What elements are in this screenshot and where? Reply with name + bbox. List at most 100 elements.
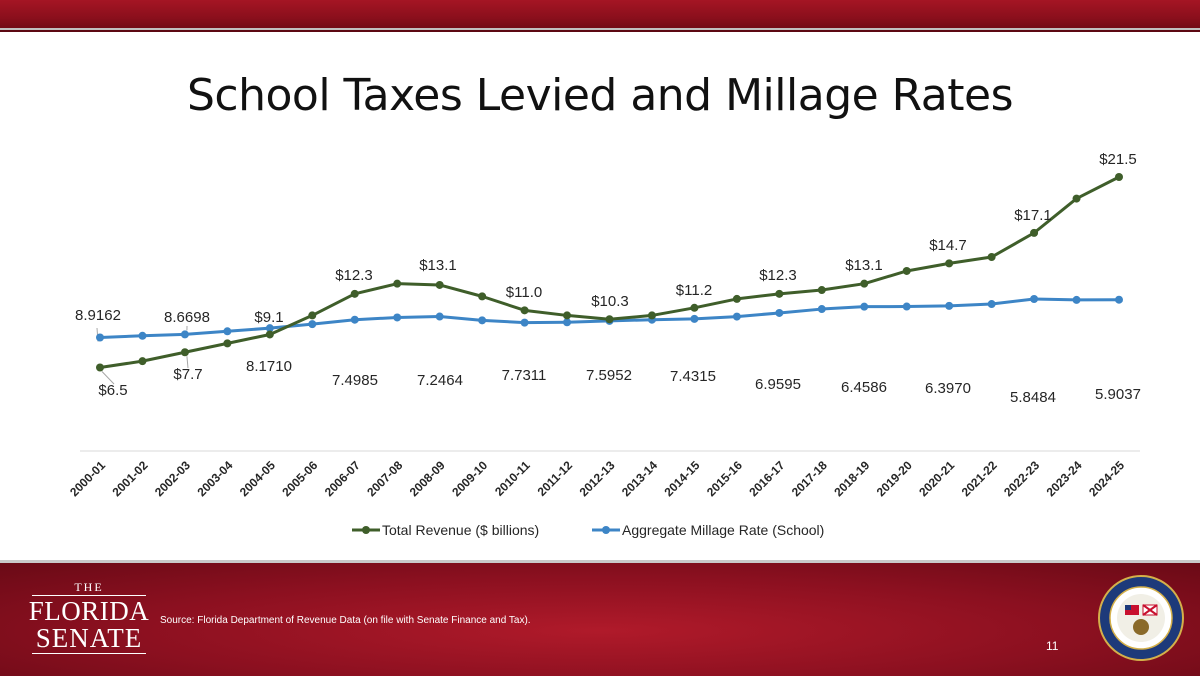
revenue-data-label: $12.3 [759, 267, 797, 284]
millage-data-label: 7.5952 [586, 367, 632, 384]
millage-series-point [1115, 296, 1123, 304]
revenue-series-point [860, 280, 868, 288]
x-tick-label: 2012-13 [577, 458, 618, 499]
revenue-series-point [1030, 229, 1038, 237]
millage-data-label: 7.4985 [332, 372, 378, 389]
line-chart: $6.5$7.7$9.1$12.3$13.1$11.0$10.3$11.2$12… [0, 0, 1200, 560]
revenue-data-label: $9.1 [254, 309, 283, 326]
revenue-series-point [478, 292, 486, 300]
legend-millage-marker [602, 526, 610, 534]
revenue-series-point [775, 290, 783, 298]
x-tick-label: 2001-02 [110, 458, 151, 499]
millage-data-label: 6.4586 [841, 379, 887, 396]
millage-series-point [860, 303, 868, 311]
x-tick-label: 2003-04 [194, 458, 235, 499]
revenue-series-point [606, 315, 614, 323]
millage-series-point [818, 305, 826, 313]
millage-data-label: 5.9037 [1095, 386, 1141, 403]
millage-data-label: 6.3970 [925, 380, 971, 397]
millage-series-point [478, 316, 486, 324]
revenue-series-line [100, 177, 1119, 368]
legend-revenue-label: Total Revenue ($ billions) [382, 522, 539, 538]
millage-series-point [351, 316, 359, 324]
x-tick-label: 2024-25 [1086, 458, 1127, 499]
revenue-series-point [223, 339, 231, 347]
millage-data-label: 7.4315 [670, 368, 716, 385]
logo-florida: FLORIDA [28, 598, 150, 625]
x-tick-label: 2004-05 [237, 458, 278, 499]
x-tick-label: 2020-21 [916, 458, 957, 499]
senate-seal-icon [1098, 575, 1184, 661]
revenue-series-point [181, 348, 189, 356]
revenue-series-point [351, 290, 359, 298]
logo-the: THE [28, 581, 150, 593]
millage-series-point [563, 318, 571, 326]
x-tick-label: 2016-17 [746, 458, 787, 499]
revenue-data-label: $17.1 [1014, 207, 1052, 224]
logo-rule-bottom [32, 653, 146, 654]
x-tick-label: 2018-19 [831, 458, 872, 499]
millage-data-label: 7.2464 [417, 372, 463, 389]
revenue-series-point [1115, 173, 1123, 181]
legend-millage-label: Aggregate Millage Rate (School) [622, 522, 824, 538]
x-tick-label: 2007-08 [364, 458, 405, 499]
revenue-data-label: $13.1 [419, 257, 457, 274]
legend-revenue-marker [362, 526, 370, 534]
revenue-series-point [690, 304, 698, 312]
millage-data-label: 7.7311 [502, 367, 547, 384]
millage-series-point [690, 315, 698, 323]
page-number: 11 [1046, 639, 1058, 653]
florida-senate-logo: THE FLORIDA SENATE [28, 581, 150, 659]
footer-banner: THE FLORIDA SENATE Source: Florida Depar… [0, 560, 1200, 676]
x-tick-label: 2002-03 [152, 458, 193, 499]
millage-series-point [436, 313, 444, 321]
millage-data-label: 8.1710 [246, 358, 292, 375]
millage-series-point [138, 332, 146, 340]
x-tick-label: 2017-18 [789, 458, 830, 499]
revenue-series-point [138, 357, 146, 365]
millage-series-point [181, 330, 189, 338]
x-tick-label: 2015-16 [704, 458, 745, 499]
x-tick-label: 2008-09 [407, 458, 448, 499]
millage-series-point [521, 319, 529, 327]
millage-data-label: 6.9595 [755, 376, 801, 393]
revenue-series-point [648, 311, 656, 319]
revenue-data-label: $6.5 [98, 382, 127, 399]
x-tick-label: 2023-24 [1044, 458, 1085, 499]
revenue-data-label: $14.7 [929, 237, 967, 254]
revenue-data-label: $7.7 [173, 366, 202, 383]
revenue-series-point [903, 267, 911, 275]
millage-series-point [308, 320, 316, 328]
millage-data-label: 5.8484 [1010, 389, 1056, 406]
revenue-data-label: $10.3 [591, 293, 629, 310]
millage-series-point [903, 303, 911, 311]
millage-series-point [775, 309, 783, 317]
logo-senate: SENATE [28, 625, 150, 651]
millage-series-point [988, 300, 996, 308]
revenue-series-point [563, 311, 571, 319]
millage-data-label: 8.9162 [75, 307, 121, 324]
x-tick-label: 2000-01 [67, 458, 108, 499]
revenue-data-label: $21.5 [1099, 151, 1137, 168]
x-tick-label: 2021-22 [959, 458, 1000, 499]
source-note: Source: Florida Department of Revenue Da… [160, 615, 531, 626]
revenue-series-point [988, 253, 996, 261]
x-tick-label: 2009-10 [449, 458, 490, 499]
x-tick-label: 2010-11 [492, 458, 533, 499]
revenue-data-label: $11.2 [676, 282, 712, 299]
x-tick-label: 2019-20 [874, 458, 915, 499]
revenue-series-point [393, 280, 401, 288]
x-tick-label: 2011-12 [535, 458, 576, 499]
millage-series-point [733, 313, 741, 321]
millage-series-point [1073, 296, 1081, 304]
x-tick-label: 2014-15 [661, 458, 702, 499]
millage-series-point [1030, 295, 1038, 303]
revenue-data-label: $12.3 [335, 267, 373, 284]
revenue-series-point [733, 295, 741, 303]
millage-data-label: 8.6698 [164, 309, 210, 326]
millage-series-point [945, 302, 953, 310]
revenue-series-point [1073, 195, 1081, 203]
revenue-series-point [96, 364, 104, 372]
millage-series-point [96, 334, 104, 342]
revenue-data-label: $13.1 [845, 257, 883, 274]
